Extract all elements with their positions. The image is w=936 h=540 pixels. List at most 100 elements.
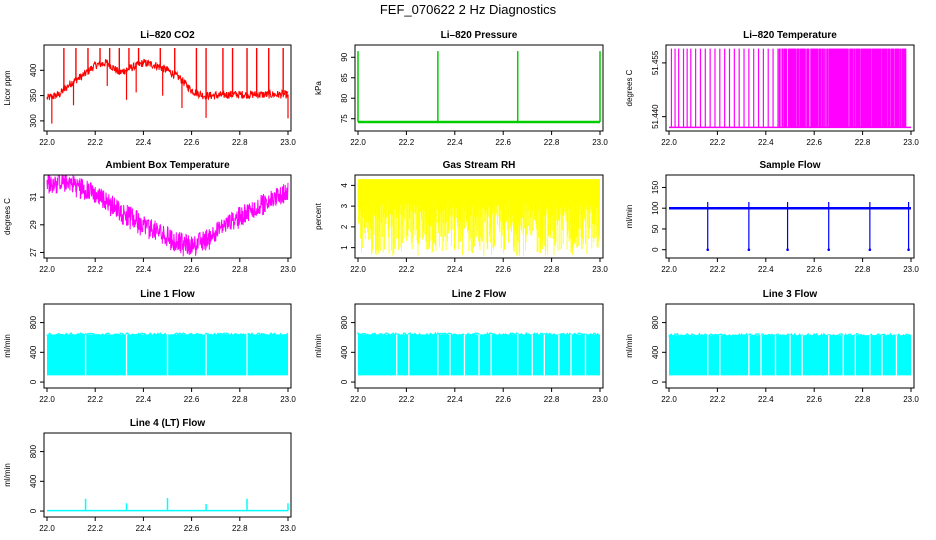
x-tick-label: 22.4 xyxy=(136,265,152,274)
y-axis-line1: 0 400 800 xyxy=(29,315,44,384)
plot-frame-line1 xyxy=(43,303,292,389)
y-axis-rh: 1 2 3 4 xyxy=(340,183,355,250)
y-axis-co2: 300 350 400 xyxy=(29,63,44,128)
y-axis-line4: 0 400 800 xyxy=(29,444,44,513)
x-tick-label: 22.8 xyxy=(232,265,248,274)
plot-frame-line4 xyxy=(43,432,292,518)
data-series-co2 xyxy=(46,48,289,124)
x-tick-label: 23.0 xyxy=(280,265,296,274)
y-tick-label: 31 xyxy=(29,192,38,201)
plot-frame-rh xyxy=(354,174,604,259)
x-tick-label: 23.0 xyxy=(280,395,296,404)
plot-frame-line3 xyxy=(665,303,915,389)
data-series-line4 xyxy=(47,498,289,512)
chart-sample: Sample Flow ml/min 22.0 22.2 22.4 22.6 22.8 23.… xyxy=(625,160,919,274)
x-tick-label: 22.2 xyxy=(399,138,415,147)
x-tick-label: 22.4 xyxy=(758,138,774,147)
y-axis-label-line3: ml/min xyxy=(625,334,634,358)
y-tick-label: 400 xyxy=(29,474,38,488)
x-tick-label: 23.0 xyxy=(903,395,919,404)
x-tick-label: 22.0 xyxy=(350,395,366,404)
x-tick-label: 22.4 xyxy=(136,524,152,533)
y-tick-label: 800 xyxy=(29,444,38,458)
x-axis-line4: 22.0 22.2 22.4 22.6 22.8 23.0 xyxy=(39,517,296,533)
y-tick-label: 75 xyxy=(340,114,349,123)
y-tick-label: 85 xyxy=(340,73,349,82)
x-tick-label: 22.0 xyxy=(39,524,55,533)
x-tick-label: 22.2 xyxy=(710,265,726,274)
y-tick-label: 1 xyxy=(340,245,349,250)
x-tick-label: 22.8 xyxy=(855,395,871,404)
data-series-line1 xyxy=(46,331,289,376)
chart-title-line4: Line 4 (LT) Flow xyxy=(130,418,206,429)
x-tick-label: 22.8 xyxy=(232,138,248,147)
y-axis-temp: 51.440 51.455 xyxy=(651,50,666,129)
x-tick-label: 22.8 xyxy=(232,524,248,533)
y-axis-pressure: 75 80 85 90 xyxy=(340,52,355,123)
x-tick-label: 22.0 xyxy=(39,265,55,274)
x-axis-rh: 22.0 22.2 22.4 22.6 22.8 23.0 xyxy=(350,258,608,274)
x-axis-line3: 22.0 22.2 22.4 22.6 22.8 23.0 xyxy=(661,388,919,404)
x-tick-label: 22.4 xyxy=(136,138,152,147)
dip-point-sample xyxy=(786,248,789,251)
chart-ambient: Ambient Box Temperature degrees C 22.0 22.2… xyxy=(3,160,296,274)
dip-point-sample xyxy=(907,248,910,251)
x-tick-label: 22.6 xyxy=(806,265,822,274)
x-tick-label: 22.0 xyxy=(39,395,55,404)
y-tick-label: 3 xyxy=(340,203,349,208)
chart-rh: Gas Stream RH percent 22.0 22.2 22.4 22.6 22.8… xyxy=(314,160,608,274)
x-tick-label: 22.6 xyxy=(184,395,200,404)
dip-point-sample xyxy=(868,248,872,251)
chart-pressure: Li–820 Pressure kPa 22.0 22.2 22.4 22.6 22.8 23… xyxy=(314,30,608,147)
y-axis-line3: 0 400 800 xyxy=(651,315,666,384)
y-axis-label-temp: degrees C xyxy=(625,69,634,106)
y-axis-sample: 0 50 100 150 xyxy=(651,180,666,252)
plot-frame-sample xyxy=(665,174,915,259)
y-tick-label: 800 xyxy=(651,315,660,329)
x-tick-label: 22.6 xyxy=(184,265,200,274)
x-tick-label: 22.8 xyxy=(855,265,871,274)
chart-title-temp: Li–820 Temperature xyxy=(743,30,837,41)
x-tick-label: 22.8 xyxy=(232,395,248,404)
x-tick-label: 22.2 xyxy=(87,138,103,147)
y-tick-label: 27 xyxy=(29,247,38,256)
x-tick-label: 22.6 xyxy=(495,395,511,404)
x-tick-label: 22.4 xyxy=(758,395,774,404)
x-tick-label: 22.4 xyxy=(447,265,463,274)
y-tick-label: 29 xyxy=(29,220,38,229)
x-tick-label: 22.2 xyxy=(399,265,415,274)
x-tick-label: 22.0 xyxy=(350,265,366,274)
x-tick-label: 22.0 xyxy=(661,138,677,147)
chart-title-sample: Sample Flow xyxy=(759,160,820,171)
x-tick-label: 22.2 xyxy=(87,524,103,533)
dip-point-sample xyxy=(827,248,831,251)
dip-point-sample xyxy=(706,248,710,251)
chart-title-ambient: Ambient Box Temperature xyxy=(105,160,230,171)
y-tick-label: 100 xyxy=(651,201,660,215)
y-tick-label: 150 xyxy=(651,180,660,194)
plot-frame-ambient xyxy=(43,174,292,259)
y-axis-label-line4: ml/min xyxy=(3,463,12,487)
y-tick-label: 350 xyxy=(29,88,38,102)
y-tick-label: 80 xyxy=(340,93,349,102)
data-series-pressure xyxy=(357,51,601,124)
x-axis-line2: 22.0 22.2 22.4 22.6 22.8 23.0 xyxy=(350,388,608,404)
x-axis-line1: 22.0 22.2 22.4 22.6 22.8 23.0 xyxy=(39,388,296,404)
chart-title-line3: Line 3 Flow xyxy=(763,289,818,300)
y-axis-label-co2: Licor ppm xyxy=(3,70,12,105)
y-tick-label: 0 xyxy=(340,379,349,384)
y-axis-line2: 0 400 800 xyxy=(340,315,355,384)
x-tick-label: 23.0 xyxy=(280,138,296,147)
dip-point-sample xyxy=(747,248,751,251)
x-tick-label: 22.0 xyxy=(39,138,55,147)
x-tick-label: 22.6 xyxy=(184,524,200,533)
chart-title-co2: Li–820 CO2 xyxy=(140,30,195,41)
x-tick-label: 22.4 xyxy=(447,395,463,404)
chart-title-line2: Line 2 Flow xyxy=(452,289,507,300)
y-axis-label-line1: ml/min xyxy=(3,334,12,358)
x-tick-label: 22.4 xyxy=(447,138,463,147)
y-axis-label-rh: percent xyxy=(314,202,323,229)
y-tick-label: 300 xyxy=(29,114,38,128)
